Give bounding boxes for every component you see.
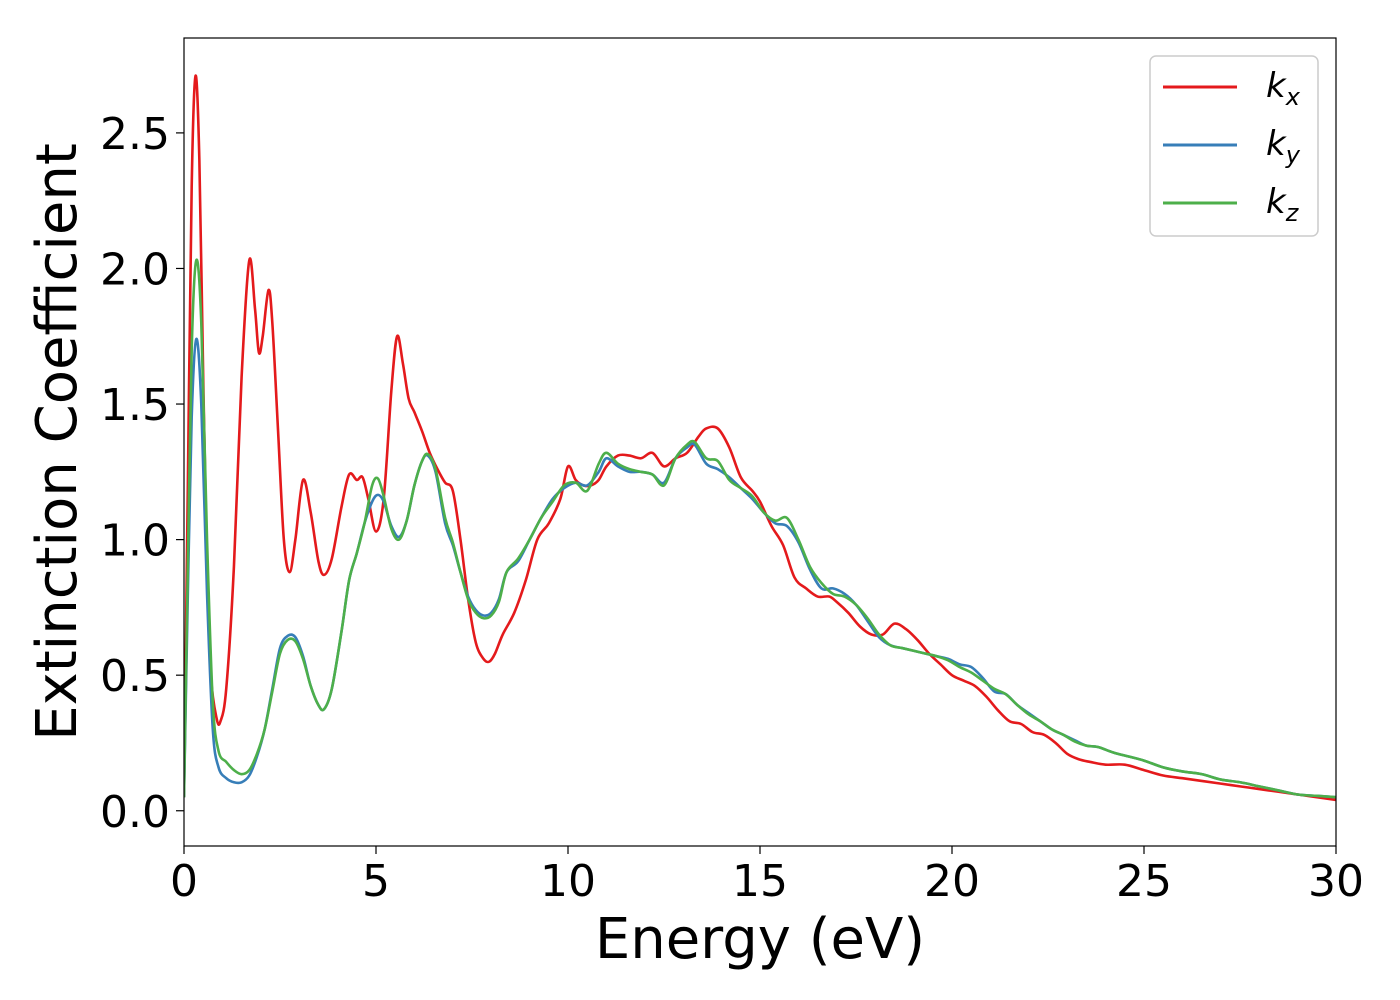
legend-label-kz: kz bbox=[1266, 182, 1300, 227]
y-tick-label: 2.5 bbox=[100, 109, 170, 160]
x-axis: 0 5 10 15 20 25 30 bbox=[170, 846, 1364, 907]
y-axis: 0.0 0.5 1.0 1.5 2.0 2.5 bbox=[100, 109, 184, 838]
x-tick-label: 15 bbox=[732, 856, 788, 907]
series-layer bbox=[184, 74, 1336, 802]
y-tick-label: 0.0 bbox=[100, 787, 170, 838]
y-axis-title: Extinction Coefficient bbox=[25, 143, 90, 741]
series-line-kz bbox=[184, 258, 1336, 799]
legend: kx ky kz bbox=[1149, 55, 1319, 237]
x-tick-label: 30 bbox=[1308, 856, 1364, 907]
legend-label-ky: ky bbox=[1266, 124, 1301, 169]
x-tick-label: 25 bbox=[1116, 856, 1172, 907]
y-tick-label: 2.0 bbox=[100, 244, 170, 295]
y-tick-label: 1.0 bbox=[100, 516, 170, 567]
series-line-kx bbox=[184, 74, 1336, 802]
x-tick-label: 10 bbox=[540, 856, 596, 907]
y-tick-label: 1.5 bbox=[100, 380, 170, 431]
y-tick-label: 0.5 bbox=[100, 651, 170, 702]
x-axis-title: Energy (eV) bbox=[595, 907, 925, 972]
legend-label-kx: kx bbox=[1266, 66, 1301, 111]
x-tick-label: 0 bbox=[170, 856, 198, 907]
x-tick-label: 5 bbox=[362, 856, 390, 907]
x-tick-label: 20 bbox=[924, 856, 980, 907]
